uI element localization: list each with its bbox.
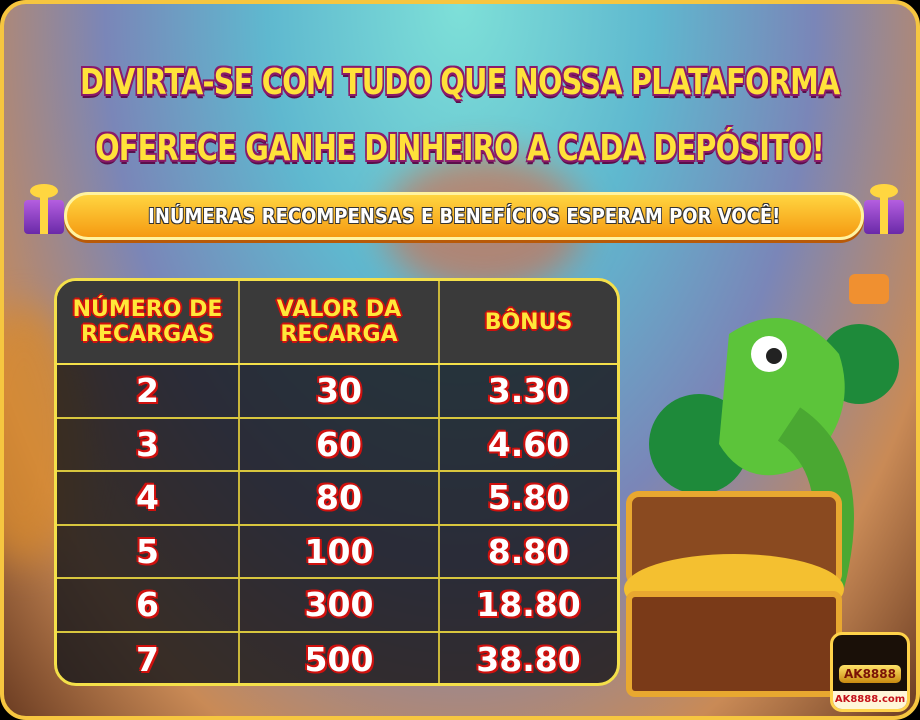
bonus-cell: 3.30 <box>438 365 617 417</box>
recharge-value-cell: 80 <box>238 472 438 524</box>
table-header: NÚMERO DE RECARGAS VALOR DA RECARGA BÔNU… <box>57 281 617 365</box>
recharge-value-cell: 300 <box>238 579 438 631</box>
headline-line-1: DIVIRTA-SE COM TUDO QUE NOSSA PLATAFORMA <box>80 62 840 103</box>
bonus-cell: 5.80 <box>438 472 617 524</box>
bonus-cell: 4.60 <box>438 418 617 470</box>
recharge-value-cell: 60 <box>238 418 438 470</box>
table-body: 2 30 3.30 3 60 4.60 4 80 5.80 5 100 8.80 6 300 18.80 7 5… <box>57 365 617 683</box>
table-row: 5 100 8.80 <box>57 525 617 579</box>
table-row: 6 300 18.80 <box>57 579 617 633</box>
recharge-count-cell: 7 <box>136 639 159 679</box>
recharge-count-cell: 4 <box>136 478 159 518</box>
header-recharge-value: VALOR DA RECARGA <box>238 281 438 363</box>
logo-site: AK8888.com <box>833 691 907 709</box>
recharge-count-cell: 5 <box>136 531 159 571</box>
subtitle-text: INÚMERAS RECOMPENSAS E BENEFÍCIOS ESPERA… <box>147 204 781 228</box>
brand-logo: AK8888 AK8888.com <box>830 632 910 712</box>
gift-icon <box>860 184 908 234</box>
table-row: 4 80 5.80 <box>57 472 617 526</box>
bonus-table: NÚMERO DE RECARGAS VALOR DA RECARGA BÔNU… <box>54 278 620 686</box>
bonus-cell: 18.80 <box>438 579 617 631</box>
recharge-value-cell: 30 <box>238 365 438 417</box>
headline-line-1-wrap: DIVIRTA-SE COM TUDO QUE NOSSA PLATAFORMA <box>4 60 916 106</box>
header-recharge-count: NÚMERO DE RECARGAS <box>72 297 223 347</box>
table-row: 7 500 38.80 <box>57 632 617 683</box>
table-row: 2 30 3.30 <box>57 365 617 419</box>
headline-line-2: OFERECE GANHE DINHEIRO A CADA DEPÓSITO! <box>95 128 826 169</box>
table-row: 3 60 4.60 <box>57 418 617 472</box>
dragon-treasure-illustration <box>619 264 916 716</box>
subtitle-banner: INÚMERAS RECOMPENSAS E BENEFÍCIOS ESPERA… <box>64 192 864 240</box>
gift-icon <box>20 184 68 234</box>
recharge-count-cell: 2 <box>136 371 159 411</box>
logo-badge: AK8888 <box>839 665 901 683</box>
recharge-count-cell: 3 <box>136 424 159 464</box>
recharge-value-cell: 100 <box>238 525 438 577</box>
header-bonus: BÔNUS <box>438 281 617 363</box>
recharge-count-cell: 6 <box>136 585 159 625</box>
bonus-cell: 8.80 <box>438 525 617 577</box>
bonus-cell: 38.80 <box>438 632 617 683</box>
headline-line-2-wrap: OFERECE GANHE DINHEIRO A CADA DEPÓSITO! <box>4 126 916 172</box>
recharge-value-cell: 500 <box>238 632 438 683</box>
